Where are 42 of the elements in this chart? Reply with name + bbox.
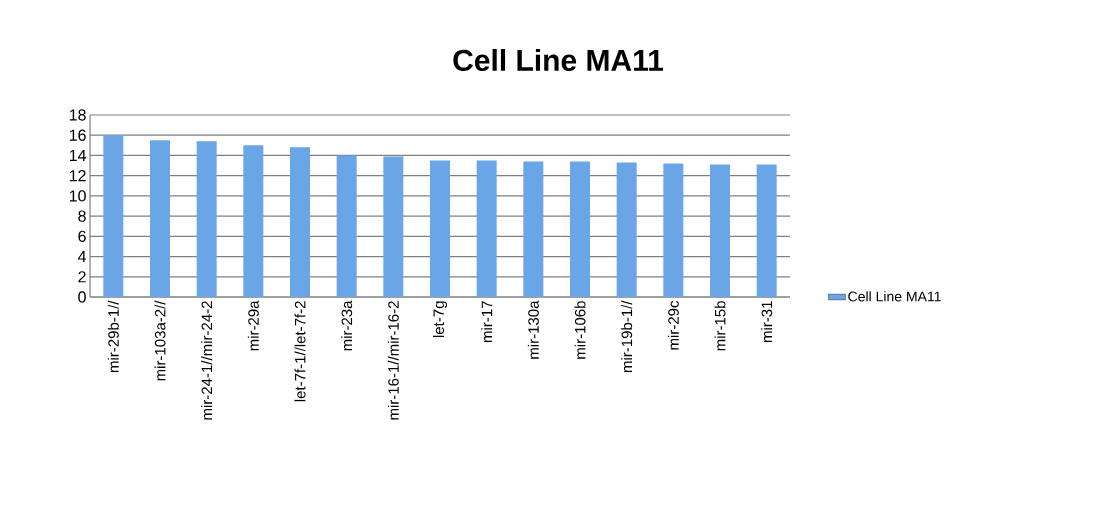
bar [710, 164, 731, 297]
y-tick-label: 12 [69, 170, 86, 182]
x-tick-label: mir-15b [714, 301, 726, 351]
bar [196, 141, 217, 297]
x-tick-label: mir-17 [481, 301, 493, 343]
x-tick-label: mir-16-1//mir-16-2 [387, 301, 399, 420]
bar [150, 140, 170, 297]
x-tick-label: mir-130a [527, 300, 539, 359]
bar [290, 147, 310, 297]
x-tick-label: mir-106b [574, 301, 586, 359]
bar [523, 161, 544, 297]
x-tick-label: mir-29a [247, 300, 259, 351]
x-tick-label: let-7f-1//let-7f-2 [294, 301, 306, 402]
x-tick-label: mir-19b-1// [621, 300, 633, 373]
x-tick-label: let-7g [433, 301, 447, 338]
y-tick-label: 18 [69, 109, 86, 121]
y-tick-label: 14 [69, 149, 87, 161]
y-tick-label: 2 [78, 271, 86, 283]
y-tick-label: 4 [77, 251, 87, 263]
x-tick-label: mir-23a [341, 300, 353, 351]
legend-label: Cell Line MA11 [848, 291, 941, 302]
bar [663, 163, 684, 297]
x-tick-label: mir-29c [667, 300, 679, 350]
bar [616, 162, 637, 297]
y-tick-label: 10 [69, 190, 86, 202]
x-tick-label: mir-29b-1// [107, 300, 119, 373]
x-tick-label: mir-31 [761, 301, 773, 343]
y-tick-label: 0 [78, 291, 86, 303]
x-tick-label: mir-24-1//mir-24-2 [201, 301, 213, 420]
bar [430, 160, 450, 297]
bar [383, 156, 404, 297]
chart-title: Cell Line MA11 [453, 48, 664, 72]
bar [756, 164, 777, 297]
bar [336, 155, 357, 297]
bar [476, 160, 497, 297]
bar [103, 135, 124, 297]
bar [243, 145, 264, 297]
bar [570, 161, 591, 297]
x-tick-label: mir-103a-2// [154, 300, 166, 381]
y-tick-label: 6 [78, 230, 86, 242]
y-tick-label: 8 [78, 210, 86, 222]
y-tick-label: 16 [69, 129, 86, 141]
